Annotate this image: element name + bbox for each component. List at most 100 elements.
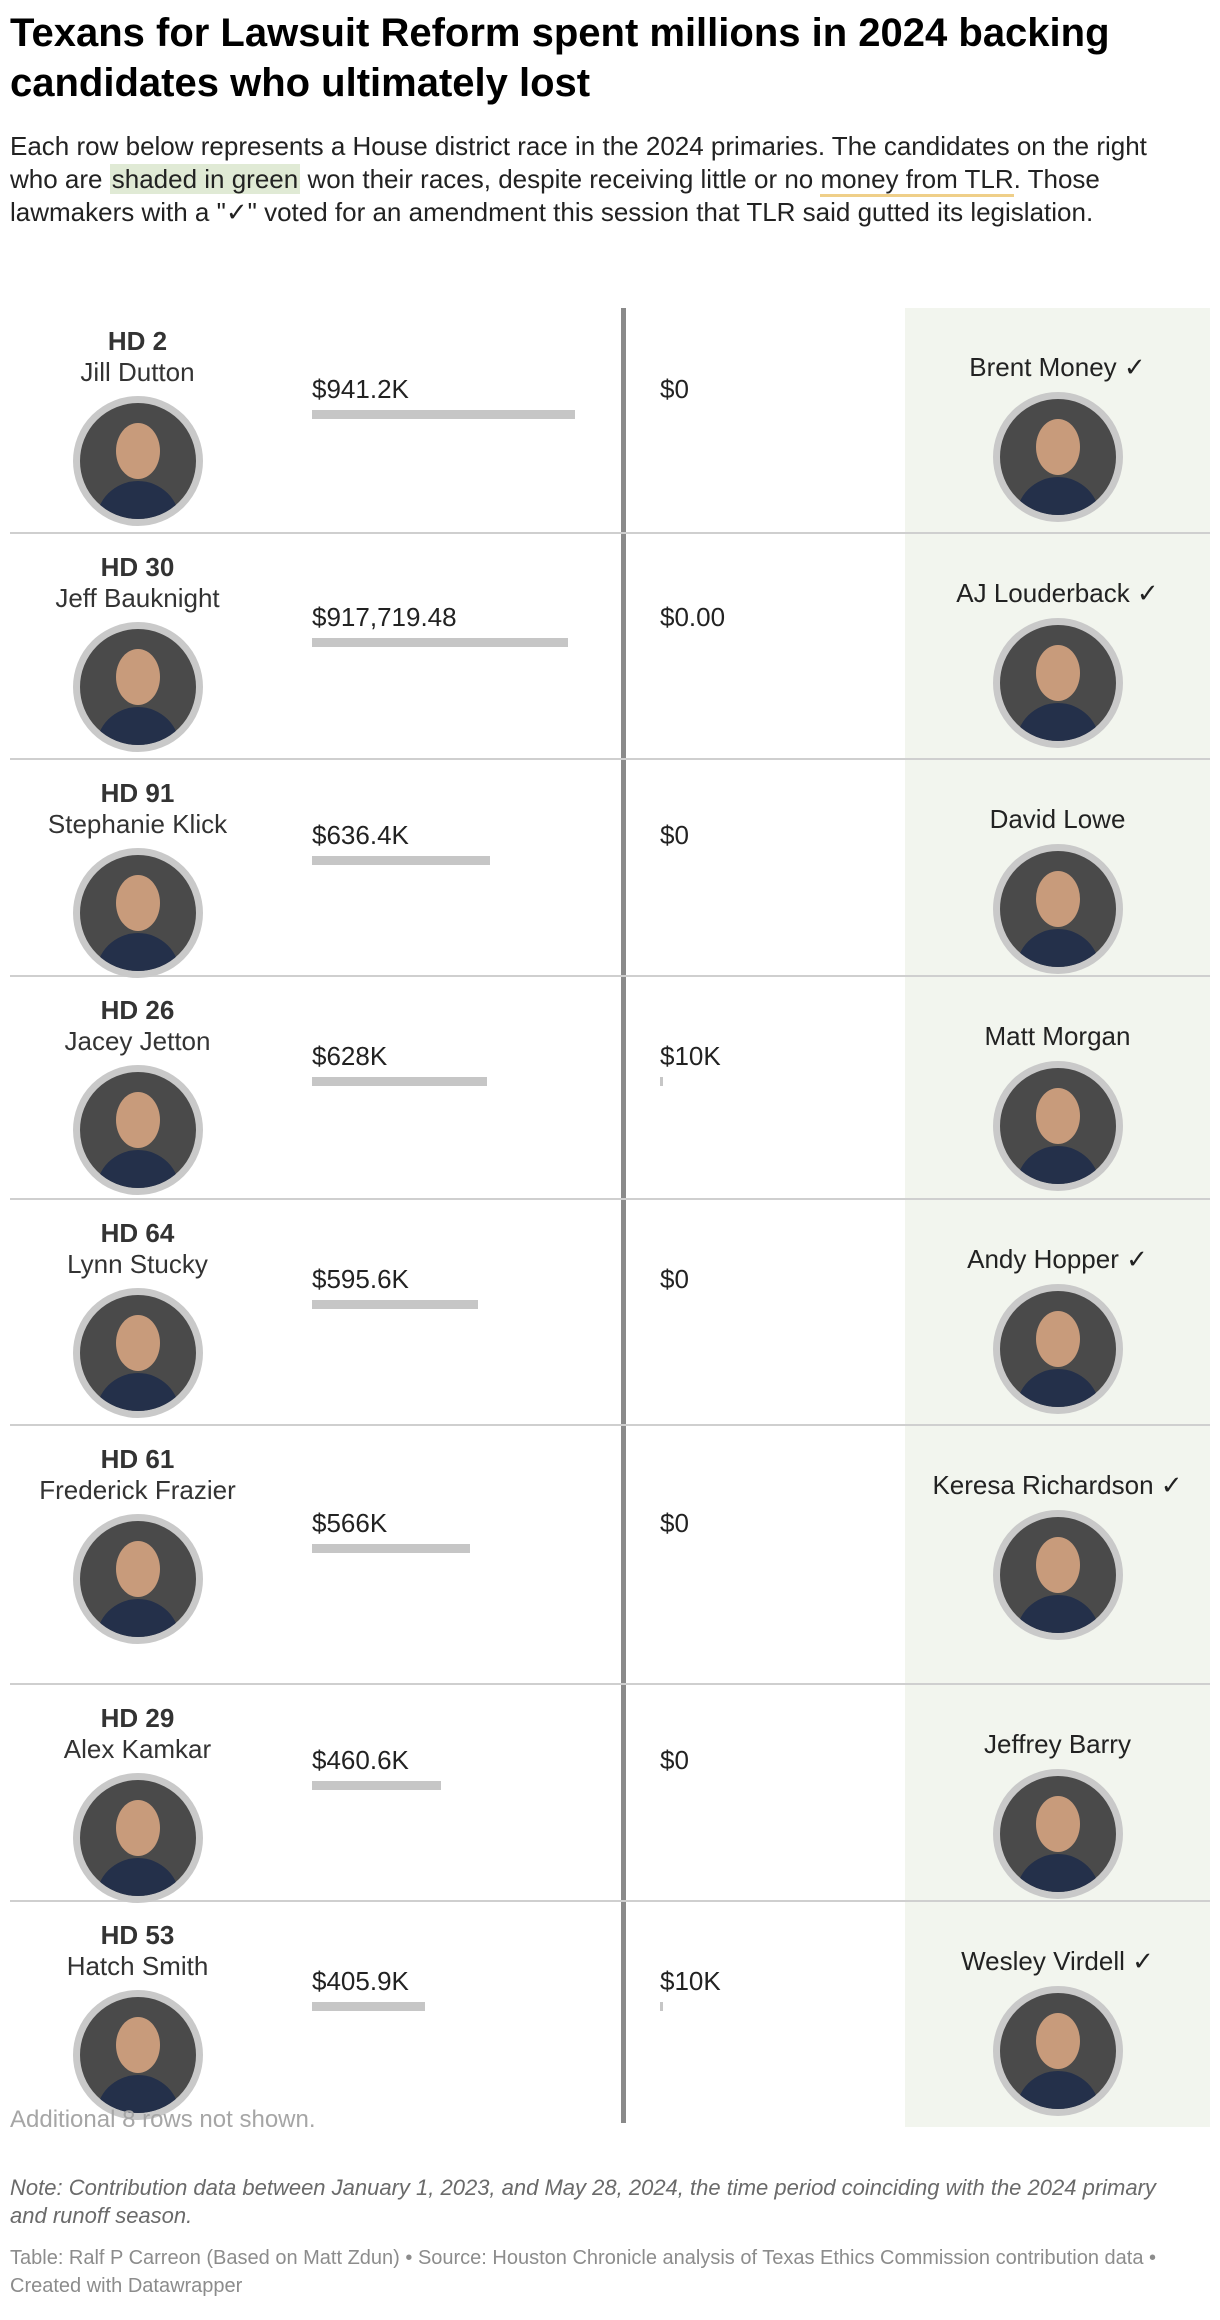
opponent-name: AJ Louderback ✓ [956, 578, 1159, 608]
incumbent-name: Frederick Frazier [39, 1475, 236, 1505]
table-row: HD 29 Alex Kamkar $460.6K $0 Jeffrey Barry [10, 1685, 1210, 1903]
incumbent-photo [72, 1065, 203, 1195]
portrait-head [115, 423, 160, 479]
opponent-photo [992, 392, 1123, 522]
opponent-cell: AJ Louderback ✓ [905, 534, 1210, 748]
portrait-head [115, 1315, 160, 1371]
opponent-amount-label: $10K [660, 1966, 721, 1996]
portrait-torso [1015, 1595, 1100, 1633]
opponent-photo [992, 1510, 1123, 1640]
incumbent-name: Stephanie Klick [47, 809, 228, 839]
tlr-amount-label: $595.6K [312, 1264, 409, 1294]
district-label: HD 91 [100, 778, 175, 808]
incumbent-photo [72, 1288, 203, 1418]
incumbent-name: Jeff Bauknight [55, 583, 220, 613]
portrait-torso [95, 1858, 180, 1896]
portrait-head [115, 649, 160, 705]
incumbent-cell: HD 91 Stephanie Klick [10, 760, 265, 978]
tlr-amount-bar [312, 1300, 478, 1309]
opponent-name: Keresa Richardson ✓ [932, 1470, 1183, 1500]
table-row: HD 64 Lynn Stucky $595.6K $0 Andy Hopper ✓ [10, 1200, 1210, 1426]
portrait-torso [95, 707, 180, 745]
portrait-head [1035, 1088, 1080, 1144]
portrait-torso [1015, 929, 1100, 967]
opponent-photo [992, 1769, 1123, 1899]
incumbent-photo [72, 1990, 203, 2120]
opponent-amount-label: $0 [660, 374, 689, 404]
money-highlight: money from TLR [820, 164, 1014, 197]
opponent-cell: David Lowe [905, 760, 1210, 974]
portrait-torso [95, 1150, 180, 1188]
tlr-amount-label: $628K [312, 1041, 388, 1071]
opponent-amount-bar [660, 1077, 663, 1086]
portrait-torso [1015, 2071, 1100, 2109]
incumbent-cell: HD 2 Jill Dutton [10, 308, 265, 526]
chart-description: Each row below represents a House distri… [10, 130, 1200, 229]
incumbent-cell: HD 61 Frederick Frazier [10, 1426, 265, 1644]
table-row: HD 61 Frederick Frazier $566K $0 Keresa Rich… [10, 1426, 1210, 1685]
opponent-cell: Wesley Virdell ✓ [905, 1902, 1210, 2116]
portrait-torso [95, 933, 180, 971]
opponent-photo [992, 1986, 1123, 2116]
district-label: HD 29 [100, 1703, 175, 1733]
opponent-amount-label: $0 [660, 1264, 689, 1294]
incumbent-cell: HD 30 Jeff Bauknight [10, 534, 265, 752]
portrait-head [1035, 1537, 1080, 1593]
table-row: HD 2 Jill Dutton $941.2K $0 Brent Money ✓ [10, 308, 1210, 534]
incumbent-photo [72, 622, 203, 752]
tlr-amount-label: $405.9K [312, 1966, 409, 1996]
opponent-amount-label: $0 [660, 1745, 689, 1775]
tlr-amount-bar [312, 410, 575, 419]
incumbent-photo [72, 1514, 203, 1644]
district-label: HD 2 [107, 326, 168, 356]
chart-title: Texans for Lawsuit Reform spent millions… [10, 11, 1110, 105]
opponent-cell: Brent Money ✓ [905, 308, 1210, 522]
incumbent-cell: HD 26 Jacey Jetton [10, 977, 265, 1195]
tlr-amount-label: $636.4K [312, 820, 409, 850]
opponent-photo [992, 1284, 1123, 1414]
credit-line: Table: Ralf P Carreon (Based on Matt Zdu… [10, 2247, 1157, 2297]
opponent-name: David Lowe [989, 804, 1126, 834]
portrait-head [115, 875, 160, 931]
portrait-head [115, 1541, 160, 1597]
opponent-name: Matt Morgan [984, 1021, 1131, 1051]
tlr-amount-bar [312, 1544, 470, 1553]
district-label: HD 30 [100, 552, 175, 582]
portrait-head [1035, 1796, 1080, 1852]
tlr-amount-bar [312, 2002, 425, 2011]
opponent-photo [992, 618, 1123, 748]
opponent-cell: Jeffrey Barry [905, 1685, 1210, 1899]
opponent-cell: Matt Morgan [905, 977, 1210, 1191]
tlr-amount-bar [312, 638, 568, 647]
opponent-cell: Keresa Richardson ✓ [905, 1426, 1210, 1640]
opponent-name: Jeffrey Barry [984, 1729, 1131, 1759]
portrait-head [1035, 419, 1080, 475]
incumbent-cell: HD 64 Lynn Stucky [10, 1200, 265, 1418]
race-table: HD 2 Jill Dutton $941.2K $0 Brent Money ✓ HD … [10, 308, 1210, 2127]
portrait-torso [95, 481, 180, 519]
portrait-torso [1015, 1146, 1100, 1184]
portrait-head [1035, 2013, 1080, 2069]
incumbent-photo [72, 1773, 203, 1903]
incumbent-name: Jill Dutton [80, 357, 195, 387]
more-rows-note: Additional 8 rows not shown. [10, 2106, 316, 2133]
portrait-torso [1015, 1369, 1100, 1407]
portrait-torso [1015, 703, 1100, 741]
opponent-amount-bar [660, 2002, 663, 2011]
opponent-amount-label: $10K [660, 1041, 721, 1071]
opponent-name: Wesley Virdell ✓ [961, 1946, 1154, 1976]
incumbent-name: Alex Kamkar [63, 1734, 212, 1764]
table-row: HD 26 Jacey Jetton $628K $10K Matt Morgan [10, 977, 1210, 1200]
opponent-amount-label: $0 [660, 1508, 689, 1538]
incumbent-name: Lynn Stucky [67, 1249, 208, 1279]
footnote: Note: Contribution data between January … [10, 2175, 1156, 2228]
tlr-amount-bar [312, 1781, 441, 1790]
portrait-torso [1015, 1854, 1100, 1892]
tlr-amount-bar [312, 1077, 487, 1086]
incumbent-cell: HD 29 Alex Kamkar [10, 1685, 265, 1903]
tlr-amount-label: $917,719.48 [312, 602, 457, 632]
district-label: HD 26 [100, 995, 175, 1025]
incumbent-photo [72, 848, 203, 978]
opponent-name: Andy Hopper ✓ [967, 1244, 1148, 1274]
district-label: HD 64 [100, 1218, 175, 1248]
